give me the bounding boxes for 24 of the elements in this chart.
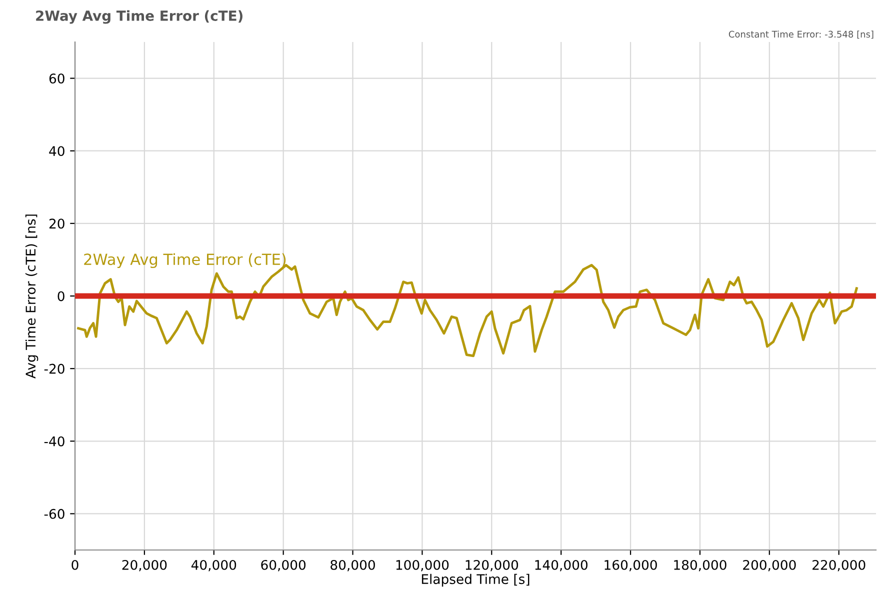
x-tick-label: 140,000 bbox=[535, 560, 588, 572]
x-tick-label: 100,000 bbox=[396, 560, 449, 572]
y-tick-label: 60 bbox=[49, 74, 64, 84]
x-tick-label: 200,000 bbox=[743, 560, 796, 572]
y-tick-label: -20 bbox=[44, 364, 64, 374]
x-tick-label: 60,000 bbox=[261, 560, 306, 572]
y-tick-label: -40 bbox=[44, 436, 64, 446]
x-tick-label: 180,000 bbox=[674, 560, 726, 572]
x-tick-label: 80,000 bbox=[330, 560, 375, 572]
series-label: 2Way Avg Time Error (cTE) bbox=[84, 253, 286, 268]
text: Constant Time Error: -3.548 [ns] bbox=[728, 30, 874, 39]
x-tick-label: 40,000 bbox=[191, 560, 236, 572]
x-axis-title: Elapsed Time [s] bbox=[422, 574, 530, 587]
y-tick-label: 0 bbox=[58, 291, 64, 302]
x-tick-label: 0 bbox=[72, 560, 78, 570]
y-axis-title: Avg Time Error (cTE) [ns] bbox=[25, 214, 38, 378]
x-tick-label: 20,000 bbox=[122, 560, 167, 572]
y-tick-label: -60 bbox=[44, 508, 64, 519]
y-tick-label: 20 bbox=[49, 218, 64, 229]
chart-title: 2Way Avg Time Error (cTE) bbox=[36, 10, 242, 24]
x-tick-label: 160,000 bbox=[604, 560, 657, 572]
x-tick-label: 120,000 bbox=[466, 560, 518, 572]
x-tick-label: 220,000 bbox=[812, 560, 866, 572]
y-tick-label: 40 bbox=[49, 146, 64, 156]
